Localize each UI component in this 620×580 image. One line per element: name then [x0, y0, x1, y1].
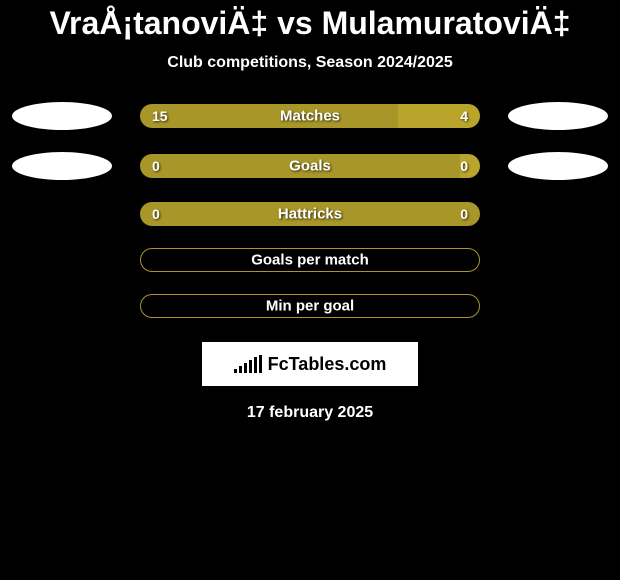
main-container: VraÅ¡tanoviÄ‡ vs MulamuratoviÄ‡ Club com…	[0, 0, 620, 580]
stat-label: Hattricks	[278, 206, 342, 223]
logo-content: FcTables.com	[234, 354, 387, 375]
stat-bar-right: 4	[398, 104, 480, 128]
stat-bar-left: 15	[140, 104, 398, 128]
player-left-ellipse	[12, 102, 112, 130]
logo-bar	[244, 363, 247, 373]
stat-right-value: 0	[460, 206, 468, 222]
stat-left-value: 0	[152, 206, 160, 222]
stat-bar: 0 0 Goals	[140, 154, 480, 178]
page-title: VraÅ¡tanoviÄ‡ vs MulamuratoviÄ‡	[49, 5, 570, 42]
player-left-ellipse	[12, 152, 112, 180]
stat-left-value: 0	[152, 158, 160, 174]
stats-area: 15 4 Matches 0 0 Goals 0 0 Hattricks Goals per ma…	[0, 102, 620, 340]
logo-bar	[259, 355, 262, 373]
stat-row: Min per goal	[0, 294, 620, 318]
player-right-ellipse	[508, 152, 608, 180]
stat-row: 0 0 Hattricks	[0, 202, 620, 226]
stat-bar: Goals per match	[140, 248, 480, 272]
player-right-ellipse	[508, 102, 608, 130]
stat-right-value: 0	[460, 158, 468, 174]
stat-label: Matches	[280, 108, 340, 125]
stat-row: 0 0 Goals	[0, 152, 620, 180]
stat-bar: 15 4 Matches	[140, 104, 480, 128]
stat-left-value: 15	[152, 108, 168, 124]
logo-text: FcTables.com	[268, 354, 387, 375]
logo-box: FcTables.com	[202, 342, 418, 386]
stat-bar: 0 0 Hattricks	[140, 202, 480, 226]
stat-label: Min per goal	[266, 298, 354, 315]
date-text: 17 february 2025	[247, 404, 373, 422]
stat-label: Goals	[289, 158, 331, 175]
stat-right-value: 4	[460, 108, 468, 124]
stat-bar-right: 0	[460, 154, 480, 178]
stat-row: 15 4 Matches	[0, 102, 620, 130]
subtitle: Club competitions, Season 2024/2025	[167, 54, 452, 72]
logo-bar	[254, 357, 257, 373]
logo-chart-icon	[234, 355, 262, 373]
logo-bar	[234, 369, 237, 373]
logo-bar	[239, 366, 242, 373]
stat-row: Goals per match	[0, 248, 620, 272]
stat-bar: Min per goal	[140, 294, 480, 318]
stat-label: Goals per match	[251, 252, 369, 269]
logo-bar	[249, 360, 252, 373]
